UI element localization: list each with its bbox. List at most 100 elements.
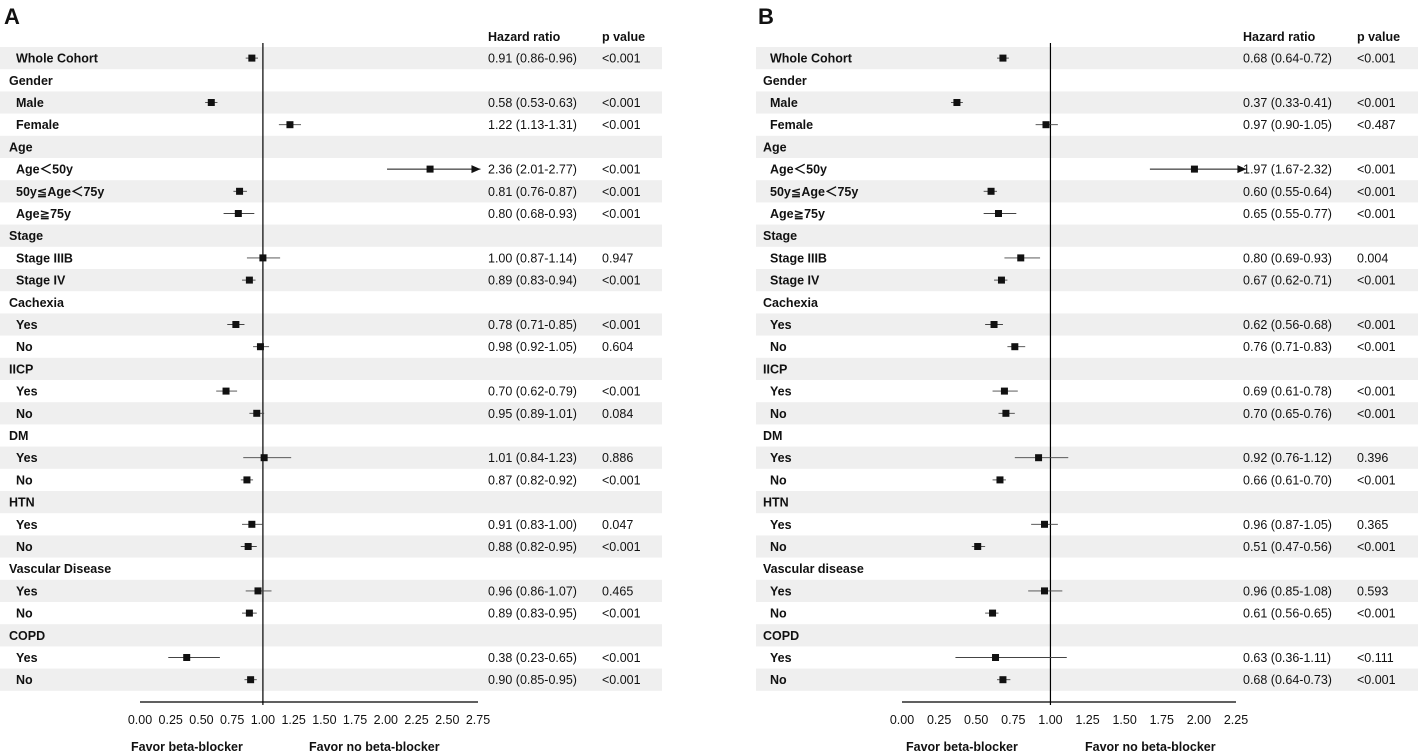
- panel-a-point-estimate: [259, 254, 267, 262]
- panel-a-p-value: 0.465: [602, 584, 633, 598]
- panel-a-tick-label: 2.25: [404, 713, 428, 727]
- panel-a-tick-label: 2.00: [374, 713, 398, 727]
- panel-b-row-label: No: [770, 540, 787, 554]
- panel-b-row-band: [756, 269, 1418, 292]
- panel-b-row-band: [756, 180, 1418, 203]
- panel-a-favor-right-label: Favor no beta-blocker: [309, 740, 440, 754]
- panel-a-hazard-ratio-value: 0.96 (0.86-1.07): [488, 584, 577, 598]
- panel-a-group-label: Gender: [9, 74, 53, 88]
- panel-b-group-label: Age: [763, 140, 787, 154]
- panel-b-hazard-ratio-value: 0.68 (0.64-0.72): [1243, 52, 1332, 66]
- panel-a-row-label: Yes: [16, 518, 38, 532]
- panel-a-p-value: <0.001: [602, 96, 641, 110]
- panel-a-p-value: <0.001: [602, 274, 641, 288]
- panel-a-hazard-ratio-value: 0.81 (0.76-0.87): [488, 185, 577, 199]
- panel-a-point-estimate: [248, 54, 256, 62]
- panel-a-row-label: Stage IV: [16, 274, 66, 288]
- panel-a-hazard-ratio-value: 1.22 (1.13-1.31): [488, 118, 577, 132]
- panel-b-tick-label: 0.75: [1001, 713, 1025, 727]
- panel-a-point-estimate: [426, 165, 434, 173]
- panel-b-row-label: Yes: [770, 451, 792, 465]
- panel-b-row-label: Age≧75y: [770, 207, 825, 221]
- panel-b-row-band: [756, 47, 1418, 70]
- panel-a-ci-arrowhead: [471, 165, 481, 174]
- panel-b-tick-label: 2.25: [1224, 713, 1248, 727]
- panel-b-row-band: [756, 91, 1418, 114]
- panel-a-hazard-ratio-value: 0.58 (0.53-0.63): [488, 96, 577, 110]
- panel-b-hazard-ratio-value: 0.96 (0.87-1.05): [1243, 518, 1332, 532]
- panel-b-point-estimate: [997, 276, 1005, 284]
- panel-b-p-value: <0.001: [1357, 52, 1396, 66]
- panel-a-tick-label: 2.50: [435, 713, 459, 727]
- panel-b-letter: B: [758, 4, 774, 29]
- panel-a-row-label: 50y≦Age＜75y: [16, 185, 104, 199]
- panel-a-row-label: No: [16, 407, 33, 421]
- panel-b-p-value: <0.111: [1357, 651, 1394, 665]
- panel-a-p-value: <0.001: [602, 473, 641, 487]
- panel-b-point-estimate: [1035, 454, 1043, 462]
- panel-b-row-label: No: [770, 340, 787, 354]
- panel-a-point-estimate: [232, 321, 240, 328]
- panel-a-p-value: <0.001: [602, 185, 641, 199]
- panel-b-tick-label: 0.00: [890, 713, 914, 727]
- panel-a-hazard-ratio-value: 0.89 (0.83-0.95): [488, 607, 577, 621]
- panel-a-tick-label: 1.25: [281, 713, 305, 727]
- panel-b-group-label: COPD: [763, 629, 799, 643]
- panel-b-group-label: Vascular disease: [763, 562, 864, 576]
- panel-a-row-band: [0, 91, 662, 114]
- panel-b-row-band: [756, 624, 1418, 647]
- panel-a-p-value: <0.001: [602, 673, 641, 687]
- panel-b-row-label: Yes: [770, 651, 792, 665]
- panel-b-point-estimate: [1002, 409, 1010, 417]
- panel-a-tick-label: 0.50: [189, 713, 213, 727]
- panel-a-hazard-ratio-value: 2.36 (2.01-2.77): [488, 163, 577, 177]
- panel-a-point-estimate: [247, 676, 255, 684]
- panel-b-row-band: [756, 535, 1418, 558]
- panel-b-p-value: 0.365: [1357, 518, 1388, 532]
- panel-b-row-label: Yes: [770, 318, 792, 332]
- panel-a-row-label: Female: [16, 118, 59, 132]
- panel-b-tick-label: 1.00: [1038, 713, 1062, 727]
- panel-a-p-value: 0.947: [602, 251, 633, 265]
- panel-b-point-estimate: [987, 187, 995, 195]
- panel-b-row-band: [756, 357, 1418, 380]
- panel-a-point-estimate: [253, 409, 261, 417]
- panel-b-row-label: No: [770, 407, 787, 421]
- panel-a-p-value: <0.001: [602, 163, 641, 177]
- panel-a-row-label: Yes: [16, 385, 38, 399]
- panel-a-point-estimate: [260, 454, 268, 462]
- panel-a-row-band: [0, 47, 662, 70]
- panel-b-point-estimate: [999, 54, 1007, 62]
- panel-b-p-value: <0.001: [1357, 274, 1396, 288]
- panel-b-row-label: Yes: [770, 385, 792, 399]
- panel-a-row-band: [0, 491, 662, 514]
- panel-a-group-label: HTN: [9, 496, 35, 510]
- panel-b-tick-label: 0.50: [964, 713, 988, 727]
- panel-b-hazard-ratio-value: 0.37 (0.33-0.41): [1243, 96, 1332, 110]
- panel-b-row-label: No: [770, 673, 787, 687]
- panel-b-row-band: [756, 224, 1418, 247]
- panel-a-hazard-ratio-value: 0.78 (0.71-0.85): [488, 318, 577, 332]
- panel-b-row-label: 50y≦Age＜75y: [770, 185, 858, 199]
- panel-b-point-estimate: [990, 321, 998, 328]
- panel-b-favor-left-label: Favor beta-blocker: [906, 740, 1018, 754]
- panel-b-hazard-ratio-value: 0.66 (0.61-0.70): [1243, 473, 1332, 487]
- panel-a-hazard-ratio-value: 0.80 (0.68-0.93): [488, 207, 577, 221]
- panel-b-p-value: <0.001: [1357, 540, 1396, 554]
- panel-b-p-value: 0.396: [1357, 451, 1388, 465]
- panel-b-row-label: Female: [770, 118, 813, 132]
- panel-b-hazard-ratio-value: 0.92 (0.76-1.12): [1243, 451, 1332, 465]
- panel-a-p-value: <0.001: [602, 385, 641, 399]
- panel-b-hazard-ratio-value: 0.63 (0.36-1.11): [1243, 651, 1331, 665]
- panel-a-point-estimate: [245, 276, 253, 284]
- panel-a-hazard-ratio-value: 0.87 (0.82-0.92): [488, 473, 577, 487]
- panel-a-point-estimate: [207, 99, 215, 106]
- panel-a-p-value: 0.047: [602, 518, 633, 532]
- panel-a-point-estimate: [222, 387, 230, 395]
- panel-a-group-label: Vascular Disease: [9, 562, 111, 576]
- panel-b-favor-right-label: Favor no beta-blocker: [1085, 740, 1216, 754]
- panel-a-hazard-ratio-value: 0.91 (0.86-0.96): [488, 52, 577, 66]
- panel-a-row-band: [0, 624, 662, 647]
- panel-b-tick-label: 1.50: [1112, 713, 1136, 727]
- panel-a-row-band: [0, 269, 662, 292]
